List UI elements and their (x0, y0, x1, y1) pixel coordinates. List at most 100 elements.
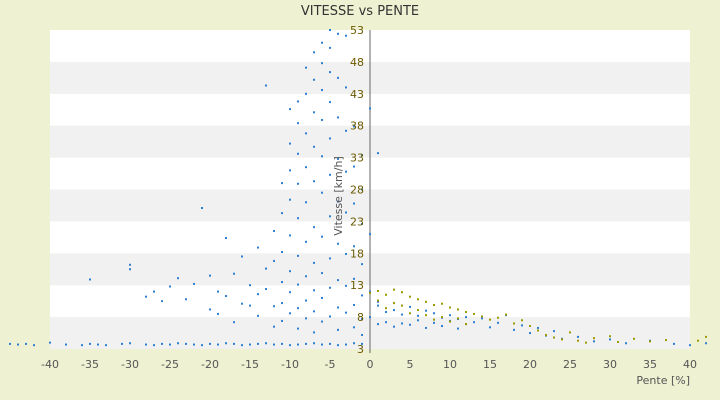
data-point (321, 296, 323, 299)
data-point (289, 108, 291, 111)
data-point (577, 339, 579, 342)
y-tick-label: 13 (350, 279, 364, 292)
data-point (329, 46, 331, 49)
y-tick-label: 28 (350, 184, 364, 197)
data-point (401, 291, 403, 294)
chart-title: VITESSE vs PENTE (301, 4, 419, 19)
data-point (473, 312, 475, 315)
y-tick-label: 8 (357, 311, 364, 324)
y-tick-label: 23 (350, 215, 364, 228)
data-point (369, 107, 371, 110)
data-point (297, 254, 299, 257)
data-point (297, 182, 299, 185)
data-point (593, 340, 595, 343)
data-point (337, 157, 339, 160)
data-point (393, 309, 395, 312)
data-point (425, 309, 427, 312)
data-point (625, 342, 627, 345)
data-point (537, 326, 539, 329)
data-point (297, 307, 299, 310)
data-point (305, 240, 307, 243)
data-point (337, 76, 339, 79)
data-point (313, 226, 315, 229)
data-point (425, 326, 427, 329)
data-point (409, 312, 411, 315)
data-point (129, 263, 131, 266)
data-point (273, 343, 275, 346)
data-point (401, 313, 403, 316)
data-point (257, 314, 259, 317)
data-point (313, 51, 315, 54)
data-point (337, 306, 339, 309)
x-axis-title: Pente [%] (636, 374, 690, 387)
data-point (257, 246, 259, 249)
data-point (345, 211, 347, 214)
data-point (417, 298, 419, 301)
y-axis-title: Vitesse [km/h] (332, 156, 345, 236)
data-point (161, 300, 163, 303)
x-tick-label: 25 (563, 358, 577, 371)
data-point (457, 317, 459, 320)
data-point (345, 311, 347, 314)
data-point (393, 325, 395, 328)
data-point (705, 335, 707, 338)
x-tick-label: 20 (523, 358, 537, 371)
data-point (281, 182, 283, 185)
y-tick-label: 43 (350, 88, 364, 101)
data-point (281, 281, 283, 284)
data-point (345, 34, 347, 37)
data-point (633, 337, 635, 340)
data-point (513, 328, 515, 331)
data-point (321, 343, 323, 346)
data-point (217, 312, 219, 315)
data-point (273, 259, 275, 262)
data-point (529, 325, 531, 328)
data-point (425, 314, 427, 317)
data-point (417, 314, 419, 317)
data-point (305, 299, 307, 302)
data-point (289, 198, 291, 201)
data-point (449, 306, 451, 309)
data-point (457, 327, 459, 330)
data-point (385, 321, 387, 324)
data-point (121, 342, 123, 345)
data-point (233, 272, 235, 275)
x-tick-label: -10 (281, 358, 299, 371)
data-point (105, 344, 107, 347)
data-point (345, 343, 347, 346)
data-point (329, 257, 331, 260)
data-point (129, 342, 131, 345)
data-point (313, 261, 315, 264)
data-point (377, 289, 379, 292)
data-point (321, 191, 323, 194)
data-point (257, 342, 259, 345)
data-point (209, 342, 211, 345)
y-tick-label: 18 (350, 247, 364, 260)
data-point (273, 229, 275, 232)
data-point (441, 325, 443, 328)
x-tick-label: -20 (201, 358, 219, 371)
data-point (297, 152, 299, 155)
data-point (521, 319, 523, 322)
data-point (217, 343, 219, 346)
data-point (353, 277, 355, 280)
data-point (289, 344, 291, 347)
data-point (297, 283, 299, 286)
data-point (449, 320, 451, 323)
data-point (305, 166, 307, 169)
y-tick-label: 53 (350, 24, 364, 37)
data-point (289, 291, 291, 294)
data-point (497, 316, 499, 319)
data-point (457, 308, 459, 311)
data-point (465, 316, 467, 319)
data-point (193, 282, 195, 285)
y-tick-label: 48 (350, 56, 364, 69)
data-point (529, 332, 531, 335)
x-tick-label: -25 (161, 358, 179, 371)
data-point (305, 92, 307, 95)
data-point (265, 84, 267, 87)
data-point (513, 322, 515, 325)
x-tick-label: -5 (325, 358, 336, 371)
data-point (305, 66, 307, 69)
